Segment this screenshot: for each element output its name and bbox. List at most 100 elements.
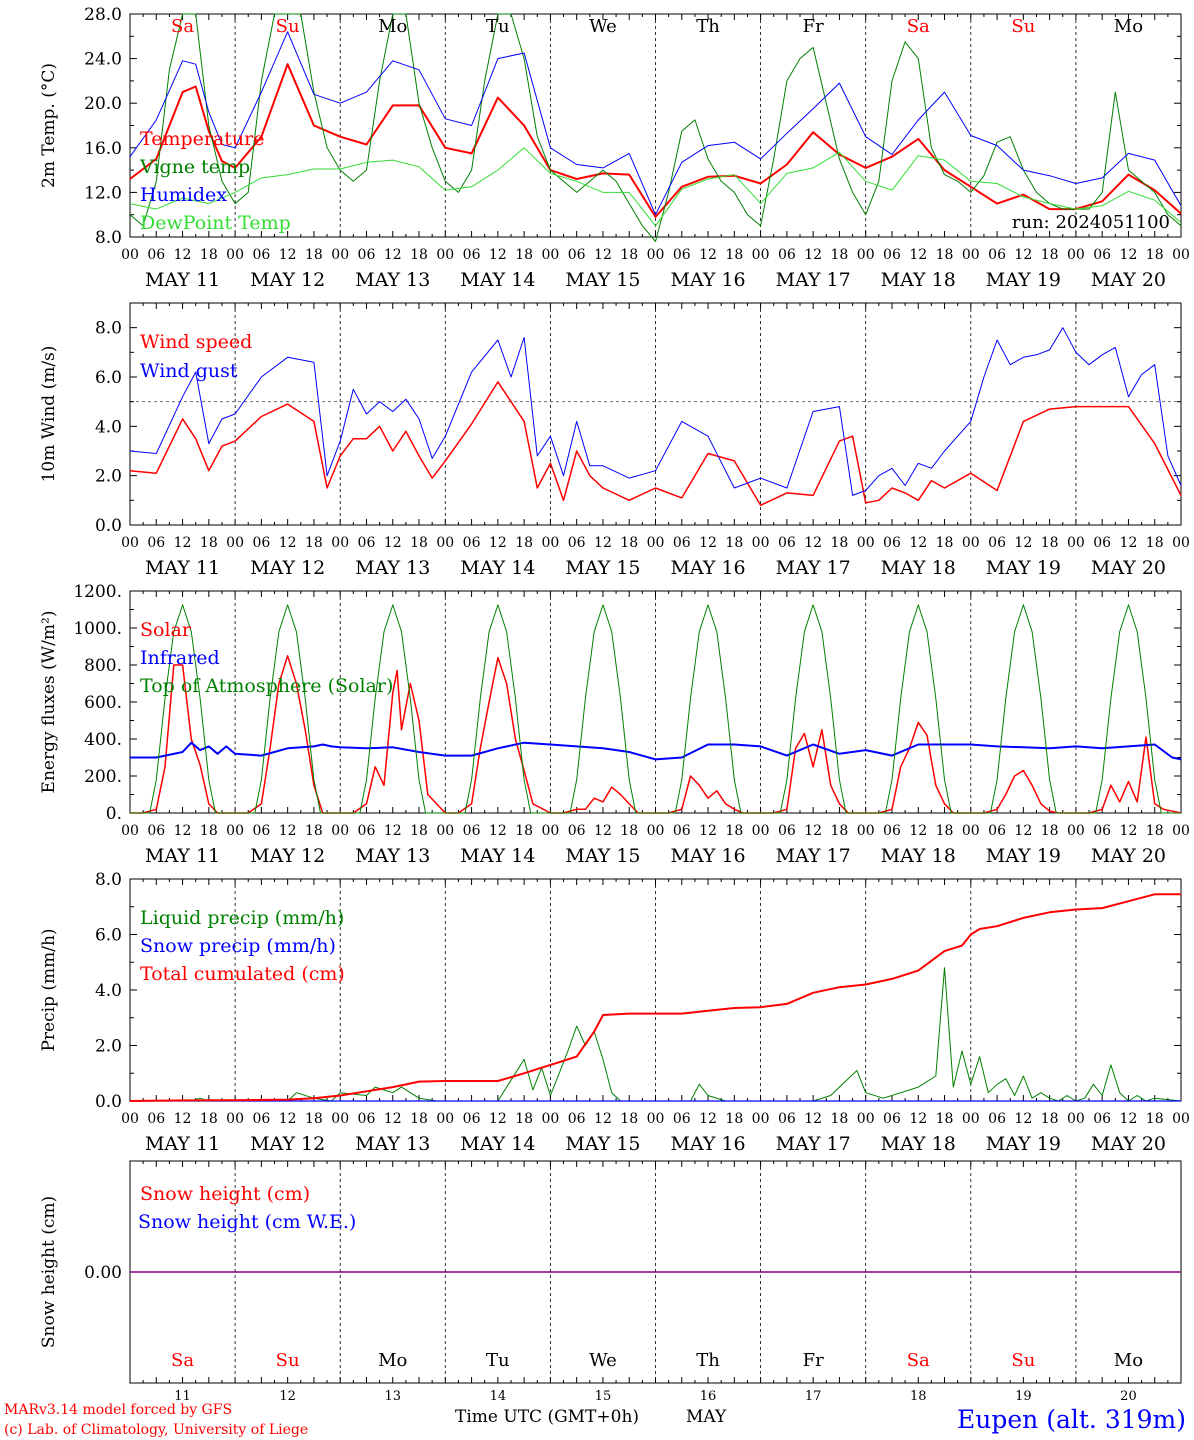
day-number-label: 18 [910, 1389, 927, 1404]
legend-entry: Top of Atmosphere (Solar) [140, 675, 393, 697]
series-line-total-cumulated-cm- [129, 893, 1181, 1102]
hour-tick-label: 18 [620, 247, 638, 263]
hour-tick-label: 12 [909, 1111, 927, 1127]
hour-tick-label: 00 [331, 247, 349, 263]
hour-tick-label: 12 [699, 823, 717, 839]
y-tick-label: 400. [84, 730, 122, 750]
hour-tick-label: 18 [831, 535, 849, 551]
y-tick-label: 6.0 [95, 926, 122, 946]
day-number-label: 11 [174, 1389, 191, 1404]
hour-tick-label: 18 [725, 1111, 743, 1127]
hour-tick-label: 00 [436, 535, 454, 551]
run-annotation: run: 2024051100 [1012, 212, 1170, 233]
y-tick-label: 0. [106, 804, 122, 824]
hour-tick-label: 12 [384, 247, 402, 263]
hour-tick-label: 12 [804, 535, 822, 551]
legend-entry: DewPoint Temp [140, 212, 291, 234]
series-line-dewpoint-temp [129, 147, 1182, 227]
series-line-wind-speed [129, 381, 1182, 507]
hour-tick-label: 06 [778, 247, 796, 263]
hour-tick-label: 18 [200, 1111, 218, 1127]
hour-tick-label: 00 [226, 823, 244, 839]
date-label: MAY 17 [776, 269, 851, 291]
hour-tick-label: 00 [436, 823, 454, 839]
date-label: MAY 18 [881, 1133, 956, 1155]
hour-tick-label: 06 [358, 535, 376, 551]
date-label: MAY 12 [250, 845, 325, 867]
legend-entry: Solar [140, 619, 192, 641]
hour-tick-label: 00 [331, 535, 349, 551]
hour-tick-label: 06 [252, 1111, 270, 1127]
date-label: MAY 13 [355, 1133, 430, 1155]
hour-tick-label: 06 [883, 247, 901, 263]
hour-tick-label: 18 [410, 1111, 428, 1127]
hour-tick-label: 00 [1067, 535, 1085, 551]
y-tick-label: 1200. [73, 582, 122, 602]
lab-credit: (c) Lab. of Climatology, University of L… [4, 1422, 308, 1438]
hour-tick-label: 00 [962, 823, 980, 839]
hour-tick-label: 12 [489, 1111, 507, 1127]
hour-tick-label: 06 [252, 535, 270, 551]
hour-tick-label: 18 [936, 535, 954, 551]
station-name: Eupen (alt. 319m) [957, 1405, 1186, 1434]
y-tick-label: 24.0 [84, 50, 122, 70]
hour-tick-label: 18 [410, 823, 428, 839]
date-label: MAY 11 [145, 845, 220, 867]
y-tick-label: 12.0 [84, 183, 122, 203]
y-tick-label: 20.0 [84, 94, 122, 114]
y-tick-label: 8.0 [95, 319, 122, 339]
y-axis-label: Snow height (cm) [39, 1196, 59, 1348]
hour-tick-label: 00 [121, 1111, 139, 1127]
hour-tick-label: 18 [200, 247, 218, 263]
hour-tick-label: 00 [436, 247, 454, 263]
day-name-label: Sa [907, 1350, 930, 1371]
hour-tick-label: 06 [673, 247, 691, 263]
hour-tick-label: 06 [778, 1111, 796, 1127]
hour-tick-label: 00 [226, 1111, 244, 1127]
hour-tick-label: 18 [305, 535, 323, 551]
hour-tick-label: 18 [515, 535, 533, 551]
date-label: MAY 13 [355, 845, 430, 867]
day-name-label: Mo [1114, 1350, 1143, 1371]
day-name-label: We [589, 16, 617, 37]
date-label: MAY 14 [460, 845, 535, 867]
hour-tick-label: 06 [1093, 535, 1111, 551]
hour-tick-label: 12 [594, 535, 612, 551]
y-axis-label: 2m Temp. (°C) [39, 63, 59, 188]
day-name-label: Mo [378, 16, 407, 37]
y-axis-label: Energy fluxes (W/m²) [39, 611, 59, 794]
y-axis-label: 10m Wind (m/s) [39, 346, 59, 483]
hour-tick-label: 18 [305, 1111, 323, 1127]
date-label: MAY 16 [670, 845, 745, 867]
day-name-label: Tu [486, 16, 510, 37]
hour-tick-label: 06 [147, 247, 165, 263]
hour-tick-label: 18 [725, 535, 743, 551]
hour-tick-label: 06 [358, 1111, 376, 1127]
date-label: MAY 19 [986, 1133, 1061, 1155]
legend-entry: Snow height (cm) [140, 1183, 310, 1205]
day-name-label: Tu [486, 1350, 510, 1371]
day-name-label: Sa [907, 16, 930, 37]
hour-tick-label: 00 [1172, 1111, 1190, 1127]
hour-tick-label: 06 [463, 823, 481, 839]
hour-tick-label: 06 [252, 823, 270, 839]
hour-tick-label: 06 [568, 1111, 586, 1127]
hour-tick-label: 12 [594, 1111, 612, 1127]
hour-tick-label: 00 [962, 247, 980, 263]
hour-tick-label: 06 [673, 535, 691, 551]
date-label: MAY 13 [355, 557, 430, 579]
y-tick-label: 8.0 [95, 870, 122, 890]
date-label: MAY 12 [250, 557, 325, 579]
day-name-label: Su [276, 16, 300, 37]
hour-tick-label: 12 [174, 823, 192, 839]
hour-tick-label: 00 [121, 535, 139, 551]
day-number-label: 19 [1015, 1389, 1032, 1404]
hour-tick-label: 00 [121, 823, 139, 839]
hour-tick-label: 12 [1014, 535, 1032, 551]
hour-tick-label: 06 [463, 247, 481, 263]
hour-tick-label: 12 [699, 247, 717, 263]
day-name-label: We [589, 1350, 617, 1371]
hour-tick-label: 18 [200, 535, 218, 551]
hour-tick-label: 12 [384, 823, 402, 839]
hour-tick-label: 18 [1041, 247, 1059, 263]
